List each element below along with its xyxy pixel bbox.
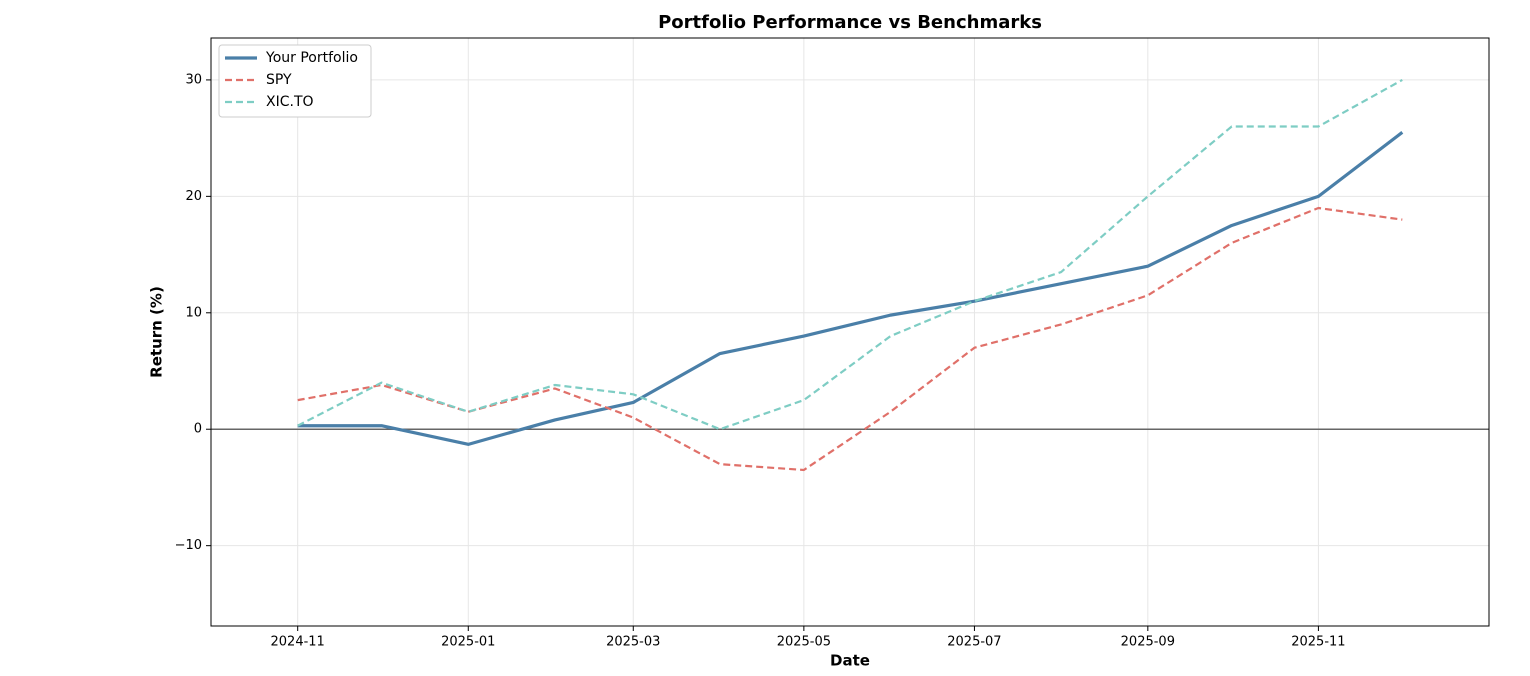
series-line: [297, 131, 1404, 446]
legend: Your Portfolio SPY XIC.TO: [218, 44, 372, 118]
series-line: [297, 206, 1403, 472]
x-tick-label: 2025-03: [606, 635, 660, 650]
legend-label: SPY: [266, 72, 292, 88]
legend-box: [218, 44, 372, 118]
x-tick-label: 2025-11: [1291, 635, 1345, 650]
plot-frame: [210, 37, 1490, 627]
series-line: [297, 78, 1403, 431]
y-tick-label: 20: [185, 189, 202, 204]
legend-label: Your Portfolio: [265, 50, 358, 66]
x-tick-label: 2025-05: [777, 635, 831, 650]
x-tick-label: 2025-09: [1121, 635, 1175, 650]
legend-label: XIC.TO: [266, 94, 314, 110]
y-tick-label: −10: [175, 538, 202, 553]
y-tick-label: 30: [185, 72, 202, 87]
y-tick-label: 0: [194, 422, 202, 437]
x-tick-label: 2025-01: [441, 635, 495, 650]
y-axis-label: Return (%): [148, 286, 166, 378]
chart-title: Portfolio Performance vs Benchmarks: [658, 12, 1042, 33]
y-tick-label: 10: [185, 305, 202, 320]
x-tick-label: 2024-11: [271, 635, 325, 650]
x-axis-label: Date: [830, 652, 870, 670]
x-tick-label: 2025-07: [947, 635, 1001, 650]
